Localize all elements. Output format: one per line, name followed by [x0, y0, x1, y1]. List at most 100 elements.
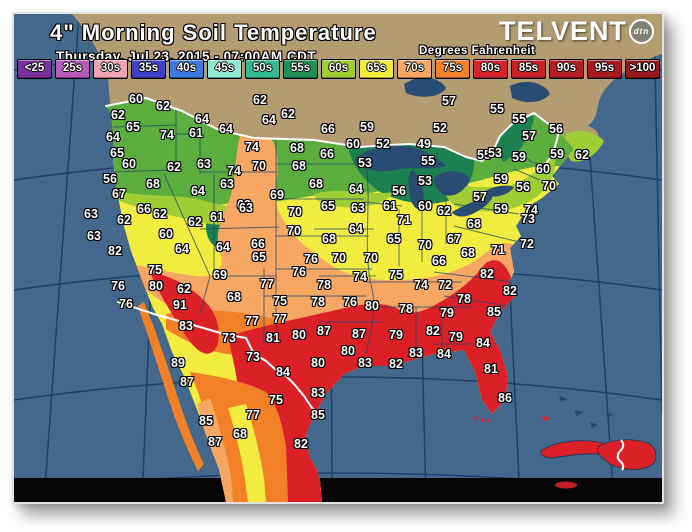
temp-label: 63: [197, 157, 211, 171]
temp-label: 53: [488, 146, 502, 160]
legend-item-65s: 65s: [359, 59, 394, 79]
temp-label: 70: [252, 159, 266, 173]
temp-label: 87: [180, 375, 194, 389]
page-title: 4" Morning Soil Temperature: [50, 20, 377, 45]
temp-label: 68: [290, 141, 304, 155]
temp-label: 76: [292, 265, 306, 279]
telvent-logo: TELVENT dtn: [499, 16, 654, 47]
great-lakes: [354, 77, 550, 217]
temp-label: 87: [208, 435, 222, 449]
temp-label: 69: [213, 268, 227, 282]
temp-label: 77: [246, 408, 260, 422]
temp-label: 62: [281, 107, 295, 121]
units-label: Degrees Fahrenheit: [419, 45, 536, 57]
temp-label: 85: [311, 408, 325, 422]
temp-label: 64: [349, 222, 363, 236]
legend-item-85s: 85s: [511, 59, 546, 79]
temp-label: 62: [253, 93, 267, 107]
temp-label: 82: [389, 357, 403, 371]
temp-label: 70: [542, 179, 556, 193]
temp-label: 68: [467, 217, 481, 231]
temp-label: 79: [449, 330, 463, 344]
temp-label: 68: [322, 232, 336, 246]
legend-item-40s: 40s: [169, 59, 204, 79]
temp-label: 62: [437, 204, 451, 218]
temp-label: 63: [84, 207, 98, 221]
temp-label: 87: [317, 324, 331, 338]
temp-label: 76: [304, 252, 318, 266]
map-window: 4" Morning Soil Temperature Thursday, Ju…: [12, 12, 664, 504]
temp-label: 71: [397, 213, 411, 227]
temp-label: 73: [521, 212, 535, 226]
temp-label: 55: [477, 148, 491, 162]
temp-label: 75: [269, 393, 283, 407]
temp-label: 76: [343, 295, 357, 309]
temp-label: 70: [418, 238, 432, 252]
temp-label: 52: [376, 137, 390, 151]
temp-label: 66: [432, 254, 446, 268]
temp-label: 75: [389, 268, 403, 282]
temp-label: 66: [321, 122, 335, 136]
temp-label: 66: [137, 202, 151, 216]
temp-label: 61: [210, 210, 224, 224]
temp-label: 67: [112, 187, 126, 201]
temp-label: 73: [246, 350, 260, 364]
temp-label: 62: [167, 160, 181, 174]
temp-label: 56: [516, 180, 530, 194]
temp-label: 63: [87, 229, 101, 243]
temp-label: 83: [409, 346, 423, 360]
temp-label: 66: [320, 147, 334, 161]
temp-label: 63: [239, 201, 253, 215]
temp-label: 59: [494, 172, 508, 186]
legend-item-70s: 70s: [397, 59, 432, 79]
temp-label: 77: [273, 312, 287, 326]
temp-label: 59: [360, 120, 374, 134]
temp-label: 84: [476, 336, 490, 350]
temp-label: 70: [287, 224, 301, 238]
legend-item-60s: 60s: [321, 59, 356, 79]
temp-label: 62: [111, 108, 125, 122]
temp-label: 70: [288, 205, 302, 219]
temp-label: 80: [292, 328, 306, 342]
temp-label: 60: [159, 227, 173, 241]
temp-label: 62: [188, 215, 202, 229]
temp-label: 62: [117, 213, 131, 227]
temp-label: 73: [222, 331, 236, 345]
station-layer: 60 62 62 65 64 74 61 64 64 62 64 62 65 60 62 63 74 70 74 56…: [14, 14, 662, 502]
temp-label: 64: [349, 182, 363, 196]
temp-label: 83: [358, 356, 372, 370]
legend-item-25s: 25s: [55, 59, 90, 79]
temp-label: 82: [503, 284, 517, 298]
temp-label: 56: [392, 184, 406, 198]
temp-label: 80: [341, 344, 355, 358]
temp-label: 62: [177, 282, 191, 296]
temp-label: 68: [227, 290, 241, 304]
temp-label: 65: [110, 146, 124, 160]
temp-label: 91: [173, 298, 187, 312]
temp-label: 78: [399, 302, 413, 316]
temp-label: 78: [457, 292, 471, 306]
temp-label: 55: [512, 112, 526, 126]
temp-label: 55: [421, 154, 435, 168]
temp-label: 81: [266, 331, 280, 345]
temp-label: 68: [461, 246, 475, 260]
temp-label: 59: [550, 147, 564, 161]
temp-label: 65: [387, 232, 401, 246]
temp-label: 70: [332, 251, 346, 265]
legend-item-<25: <25: [17, 59, 52, 79]
temp-label: 84: [437, 347, 451, 361]
temp-label: 85: [487, 305, 501, 319]
legend-item-80s: 80s: [473, 59, 508, 79]
temp-label: 65: [126, 120, 140, 134]
temp-label: 65: [321, 199, 335, 213]
temp-label: 72: [438, 278, 452, 292]
temp-label: 74: [353, 270, 367, 284]
temp-label: 70: [364, 251, 378, 265]
temp-label: 62: [156, 99, 170, 113]
temp-label: 64: [216, 240, 230, 254]
temp-label: 57: [522, 129, 536, 143]
temp-label: 66: [251, 237, 265, 251]
temp-label: 74: [414, 278, 428, 292]
temp-label: 59: [494, 202, 508, 216]
temp-label: 76: [111, 279, 125, 293]
